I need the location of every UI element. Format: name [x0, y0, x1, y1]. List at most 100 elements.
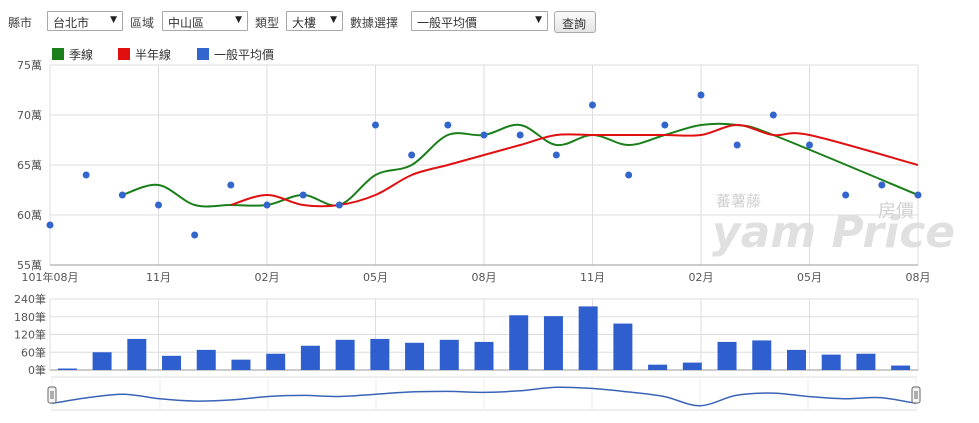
data-select[interactable]: 一般平均價 ▼ [411, 11, 548, 31]
county-select[interactable]: 台北市 ▼ [47, 11, 123, 31]
main-x-tick-label: 02月 [255, 271, 280, 284]
legend-label-half-year: 半年線 [135, 48, 172, 62]
main-x-tick-label: 05月 [363, 271, 388, 284]
type-select[interactable]: 大樓 ▼ [286, 11, 343, 31]
average-price-point[interactable] [806, 141, 813, 149]
volume-bar[interactable] [300, 345, 320, 370]
volume-bar[interactable] [578, 306, 598, 370]
volume-y-tick-label: 0筆 [28, 363, 46, 377]
average-price-point[interactable] [82, 171, 90, 179]
county-label: 縣市 [8, 16, 33, 30]
average-price-point[interactable] [408, 151, 416, 159]
volume-bar[interactable] [405, 342, 425, 370]
volume-bar[interactable] [231, 359, 251, 370]
average-price-point[interactable] [625, 171, 633, 179]
volume-y-tick-label: 180筆 [14, 310, 46, 324]
average-price-point[interactable] [155, 201, 162, 209]
main-x-tick-label: 08月 [906, 271, 931, 284]
main-y-tick-label: 75萬 [17, 59, 42, 72]
volume-bar[interactable] [335, 339, 355, 370]
volume-bar[interactable] [370, 338, 390, 370]
series-line-season [121, 122, 919, 208]
average-price-point[interactable] [842, 191, 850, 199]
average-price-point[interactable] [372, 121, 379, 129]
average-price-point[interactable] [914, 191, 922, 199]
volume-bar[interactable] [613, 323, 633, 370]
yam-price-watermark: 蕃薯藤 yam Price 房價 [712, 192, 955, 258]
average-price-point[interactable] [263, 201, 271, 209]
average-price-point[interactable] [191, 231, 199, 239]
volume-bar[interactable] [648, 364, 668, 370]
volume-y-tick-label: 120筆 [14, 328, 46, 342]
main-y-tick-label: 70萬 [17, 109, 42, 122]
average-price-point[interactable] [444, 121, 452, 129]
average-price-point[interactable] [733, 141, 741, 149]
volume-bar[interactable] [856, 353, 876, 370]
volume-bar[interactable] [266, 353, 286, 370]
volume-bar[interactable] [196, 349, 216, 370]
watermark-brand-small: 蕃薯藤 [716, 192, 761, 210]
legend-swatch-season [52, 48, 64, 60]
data-select-value: 一般平均價 [417, 16, 478, 30]
average-price-point[interactable] [589, 101, 596, 109]
watermark-brand-suffix: 房價 [878, 201, 914, 222]
volume-bar[interactable] [474, 341, 494, 370]
average-price-point[interactable] [878, 181, 886, 189]
volume-y-tick-label: 240筆 [14, 292, 46, 306]
county-select-value: 台北市 [53, 16, 90, 30]
navigator-right-handle[interactable] [911, 386, 921, 404]
volume-bar[interactable] [717, 341, 737, 370]
volume-bar[interactable] [891, 365, 911, 370]
main-x-tick-label: 11月 [146, 271, 171, 284]
volume-bar[interactable] [786, 349, 806, 370]
main-chart-series [46, 91, 922, 239]
chevron-down-icon: ▼ [330, 15, 337, 25]
navigator-left-handle[interactable] [47, 386, 57, 404]
volume-bar[interactable] [92, 352, 112, 370]
average-price-point[interactable] [480, 131, 488, 139]
average-price-point[interactable] [697, 91, 705, 99]
main-x-tick-label: 101年08月 [22, 270, 79, 284]
query-button[interactable]: 查詢 [554, 11, 596, 33]
main-y-tick-label: 65萬 [17, 159, 42, 172]
volume-bar[interactable] [682, 362, 702, 370]
main-chart-axis: 55萬 60萬 65萬 70萬 75萬 101年08月 11月 02月 05月 08月 11月 02月… [17, 59, 931, 284]
average-price-point[interactable] [299, 191, 307, 199]
district-select-value: 中山區 [168, 16, 205, 30]
handle-grip[interactable] [47, 386, 57, 404]
chevron-down-icon: ▼ [110, 15, 117, 25]
chevron-down-icon: ▼ [535, 15, 542, 25]
volume-bar[interactable] [162, 355, 182, 370]
volume-bar[interactable] [821, 354, 841, 370]
volume-bar[interactable] [439, 339, 459, 370]
volume-bar[interactable] [752, 340, 772, 370]
volume-bar[interactable] [57, 368, 77, 370]
type-select-value: 大樓 [292, 16, 317, 30]
volume-bar[interactable] [509, 315, 529, 370]
handle-grip[interactable] [911, 386, 921, 404]
average-price-point[interactable] [46, 221, 54, 229]
legend-label-average: 一般平均價 [214, 48, 275, 62]
average-price-point[interactable] [769, 111, 777, 119]
filter-toolbar: 縣市 台北市 ▼ 區域 中山區 ▼ 類型 大樓 ▼ 數據選擇 一般平均價 ▼ 查… [0, 10, 979, 33]
legend-label-season: 季線 [69, 48, 94, 62]
volume-bar[interactable] [543, 316, 563, 370]
data-select-label: 數據選擇 [350, 16, 399, 30]
legend-swatch-half-year [118, 48, 130, 60]
average-price-point[interactable] [552, 151, 560, 159]
average-price-point[interactable] [516, 131, 524, 139]
main-x-tick-label: 08月 [472, 271, 497, 284]
average-price-point[interactable] [335, 201, 343, 209]
range-navigator[interactable] [47, 376, 921, 411]
volume-bar[interactable] [127, 338, 147, 370]
volume-y-tick-label: 60筆 [21, 345, 46, 359]
main-x-tick-label: 05月 [797, 271, 822, 284]
chevron-down-icon: ▼ [235, 15, 242, 25]
main-x-tick-label: 11月 [580, 271, 605, 284]
legend-swatch-average [197, 48, 209, 60]
average-price-point[interactable] [118, 191, 126, 199]
average-price-point[interactable] [661, 121, 669, 129]
district-select[interactable]: 中山區 ▼ [162, 11, 248, 31]
average-price-point[interactable] [227, 181, 235, 189]
